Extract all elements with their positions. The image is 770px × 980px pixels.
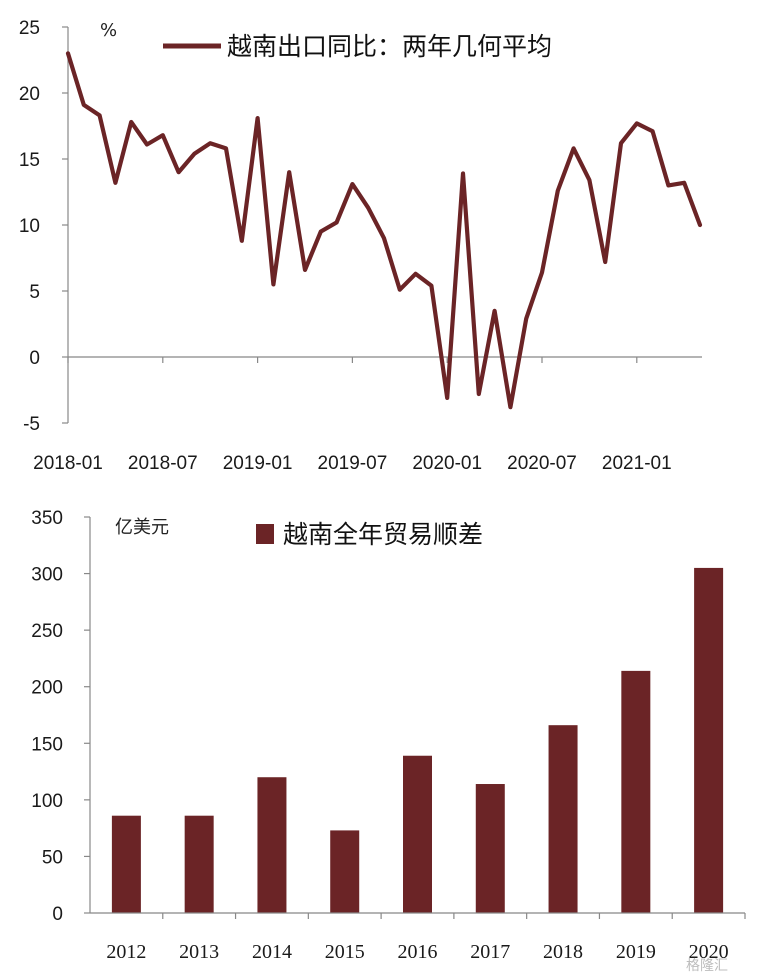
bar-2014 (257, 777, 287, 913)
bar-y-axis-ticks: 350 300 250 200 150 100 50 0 (31, 508, 90, 925)
bar-x-tick-label: 2013 (179, 941, 219, 963)
bar-x-tick-label: 2012 (106, 941, 146, 963)
bar-x-tick-label: 2015 (325, 941, 365, 963)
bar-y-tick-label: 100 (31, 791, 63, 812)
bar-x-tick-label: 2018 (543, 941, 583, 963)
line-x-axis-ticks: 2018-01 2018-07 2019-01 2019-07 2020-01 2020-… (33, 357, 672, 474)
bar-x-tick-label: 2014 (252, 941, 292, 963)
line-chart: 25 20 15 10 5 0 -5 2018-01 2018-07 2019-01 2019-0… (19, 18, 703, 474)
line-x-tick-label: 2019-07 (318, 453, 388, 474)
bar-2017 (475, 784, 505, 913)
line-legend-label: 越南出口同比：两年几何平均 (227, 32, 552, 61)
bar-2019 (621, 670, 651, 913)
bar-y-tick-label: 250 (31, 621, 63, 642)
line-x-tick-label: 2021-01 (602, 453, 672, 474)
line-y-tick-label: 10 (19, 216, 40, 237)
bar-legend: 越南全年贸易顺差 (256, 520, 483, 549)
watermark: 格隆汇 (686, 958, 728, 974)
bar-y-tick-label: 200 (31, 678, 63, 699)
line-y-tick-label: 25 (19, 18, 40, 39)
bar-series (111, 567, 724, 913)
line-x-tick-label: 2018-01 (33, 453, 103, 474)
bar-y-tick-label: 300 (31, 565, 63, 586)
line-y-axis-ticks: 25 20 15 10 5 0 -5 (19, 18, 68, 435)
bar-unit-label: 亿美元 (115, 517, 169, 538)
line-unit-label: % (100, 20, 117, 41)
bar-x-tick-label: 2017 (470, 941, 510, 963)
line-series-export-yoy (65, 51, 703, 410)
bar-2012 (111, 815, 141, 913)
bar-2020 (694, 567, 724, 913)
line-x-tick-label: 2018-07 (128, 453, 198, 474)
line-y-tick-label: 0 (29, 348, 40, 369)
line-y-tick-label: -5 (23, 414, 40, 435)
line-x-tick-label: 2019-01 (223, 453, 293, 474)
bar-x-axis-ticks: 2012 2013 2014 2015 2016 2017 2018 2019 2020 (106, 913, 746, 963)
bar-y-tick-label: 150 (31, 734, 63, 755)
line-x-tick-label: 2020-01 (412, 453, 482, 474)
bar-2013 (184, 815, 214, 913)
bar-legend-swatch (256, 524, 274, 544)
bar-x-tick-label: 2020 (689, 941, 729, 963)
line-y-tick-label: 20 (19, 84, 40, 105)
bar-y-tick-label: 50 (42, 847, 63, 868)
bar-x-tick-label: 2019 (616, 941, 656, 963)
bar-y-tick-label: 350 (31, 508, 63, 529)
bar-x-tick-label: 2016 (398, 941, 438, 963)
line-y-tick-label: 5 (29, 282, 40, 303)
bar-legend-label: 越南全年贸易顺差 (283, 520, 483, 549)
bar-2015 (330, 830, 360, 913)
bar-2018 (548, 725, 578, 913)
line-y-tick-label: 15 (19, 150, 40, 171)
bar-y-tick-label: 0 (52, 904, 63, 925)
bar-2016 (403, 755, 432, 913)
line-x-tick-label: 2020-07 (507, 453, 577, 474)
line-legend: 越南出口同比：两年几何平均 (163, 32, 552, 61)
